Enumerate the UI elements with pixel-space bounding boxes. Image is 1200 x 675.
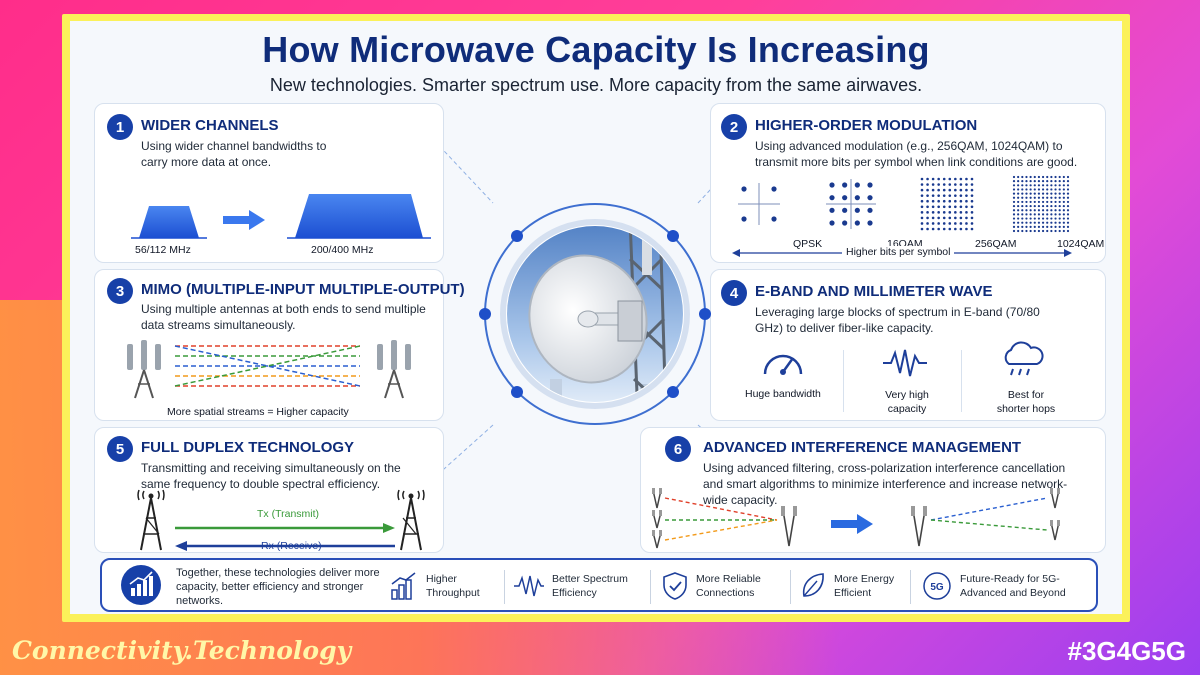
divider (910, 570, 911, 604)
target-towers-icon (1050, 488, 1060, 541)
16qam-constellation (826, 179, 876, 229)
section-number: 6 (665, 436, 691, 462)
divider (790, 570, 791, 604)
256qam-constellation (920, 177, 974, 231)
section-number: 3 (107, 278, 133, 304)
interference-diagram (652, 488, 1060, 549)
card-full-duplex: 5 FULL DUPLEX TECHNOLOGY Transmitting an… (94, 427, 444, 553)
section-number: 5 (107, 436, 133, 462)
1024qam-label: 1024QAM (1057, 238, 1105, 250)
bar-chart-icon (391, 572, 416, 600)
mimo-diagram (127, 340, 411, 399)
rain-cloud-icon (1004, 341, 1044, 376)
section-number: 2 (721, 114, 747, 140)
section-number: 1 (107, 114, 133, 140)
benefit-reliable-connections: More Reliable Connections (696, 573, 761, 599)
card-mimo: 3 MIMO (MULTIPLE-INPUT MULTIPLE-OUTPUT) … (94, 269, 465, 421)
brand-name: Connectivity.Technology (12, 636, 352, 665)
channel-diagram (131, 194, 431, 239)
arrow-right-icon (831, 514, 873, 534)
rx-label: Rx (Receive) (261, 540, 322, 552)
card-e-band: 4 E-BAND AND MILLIMETER WAVE Leveraging … (710, 269, 1106, 421)
shield-check-icon (663, 572, 687, 600)
speedometer-icon (763, 354, 803, 375)
leaf-icon (802, 573, 824, 597)
infographic-panel: How Microwave Capacity Is Increasing New… (70, 21, 1122, 614)
qpsk-constellation (738, 183, 780, 225)
hashtag: #3G4G5G (1067, 636, 1186, 666)
narrow-channel-shape (139, 206, 199, 238)
section-body: Transmitting and receiving simultaneousl… (141, 461, 401, 491)
tx-label: Tx (Transmit) (257, 508, 320, 520)
5g-icon: 5G (923, 572, 951, 600)
section-title: MIMO (MULTIPLE-INPUT MULTIPLE-OUTPUT) (141, 281, 465, 298)
section-body: Using advanced modulation (e.g., 256QAM,… (755, 139, 1078, 169)
256qam-label: 256QAM (975, 238, 1017, 250)
1024qam-constellation (1012, 175, 1070, 233)
section-title: ADVANCED INTERFERENCE MANAGEMENT (703, 439, 1022, 456)
section-body: Using wider channel bandwidths to carry … (141, 139, 327, 169)
benefit-higher-throughput: Higher Throughput (426, 573, 480, 599)
arrow-right-icon (223, 216, 249, 224)
source-towers-icon (652, 488, 662, 549)
feature-huge-bandwidth: Huge bandwidth (745, 388, 821, 400)
benefit-future-ready: Future-Ready for 5G-Advanced and Beyond (960, 573, 1066, 599)
section-body: Using multiple antennas at both ends to … (141, 302, 426, 332)
benefit-spectrum-efficiency: Better Spectrum Efficiency (552, 573, 628, 599)
tx-rx-arrows (175, 523, 395, 551)
waveform-icon (883, 349, 927, 377)
mimo-caption: More spatial streams = Higher capacity (167, 406, 349, 418)
clean-tower-icon (911, 506, 927, 547)
page-subtitle: New technologies. Smarter spectrum use. … (269, 75, 923, 95)
card-wider-channels: 1 WIDER CHANNELS Using wider channel ban… (94, 103, 444, 263)
svg-text:5G: 5G (930, 582, 944, 593)
data-stream-arrows (174, 345, 361, 387)
section-title: E-BAND AND MILLIMETER WAVE (755, 283, 993, 300)
tower-left-icon (137, 489, 165, 551)
card-interference-management: 6 ADVANCED INTERFERENCE MANAGEMENT Using… (640, 427, 1106, 553)
section-body: Using advanced filtering, cross-polariza… (703, 461, 1068, 507)
divider (961, 350, 962, 412)
bits-per-symbol-label: Higher bits per symbol (842, 246, 955, 258)
center-antenna-graphic (479, 203, 711, 425)
qpsk-label: QPSK (793, 238, 823, 250)
card-higher-order-modulation: 2 HIGHER-ORDER MODULATION Using advanced… (710, 103, 1106, 263)
feature-shorter-hops: Best for shorter hops (996, 389, 1056, 415)
footer-summary: Together, these technologies deliver mor… (176, 567, 380, 607)
divider (504, 570, 505, 604)
section-title: WIDER CHANNELS (141, 117, 279, 134)
waveform-icon (514, 575, 544, 597)
section-title: FULL DUPLEX TECHNOLOGY (141, 439, 355, 456)
feature-very-high-capacity: Very high capacity (885, 389, 929, 415)
page-title: How Microwave Capacity Is Increasing (262, 29, 930, 70)
growth-chart-icon (121, 565, 161, 605)
divider (843, 350, 844, 412)
tower-right-icon (377, 340, 411, 399)
constellation-diagrams (738, 175, 1070, 233)
wide-channel-shape (295, 194, 423, 238)
tower-right-icon (397, 489, 425, 551)
section-body: Leveraging large blocks of spectrum in E… (755, 305, 1040, 335)
wide-channel-label: 200/400 MHz (311, 244, 374, 256)
tower-left-icon (127, 340, 161, 399)
benefit-energy-efficient: More Energy Efficient (834, 573, 895, 599)
receiver-tower-icon (781, 506, 797, 547)
benefits-footer: Together, these technologies deliver mor… (100, 558, 1098, 612)
narrow-channel-label: 56/112 MHz (135, 244, 191, 256)
section-title: HIGHER-ORDER MODULATION (755, 117, 978, 134)
section-number: 4 (721, 280, 747, 306)
divider (650, 570, 651, 604)
